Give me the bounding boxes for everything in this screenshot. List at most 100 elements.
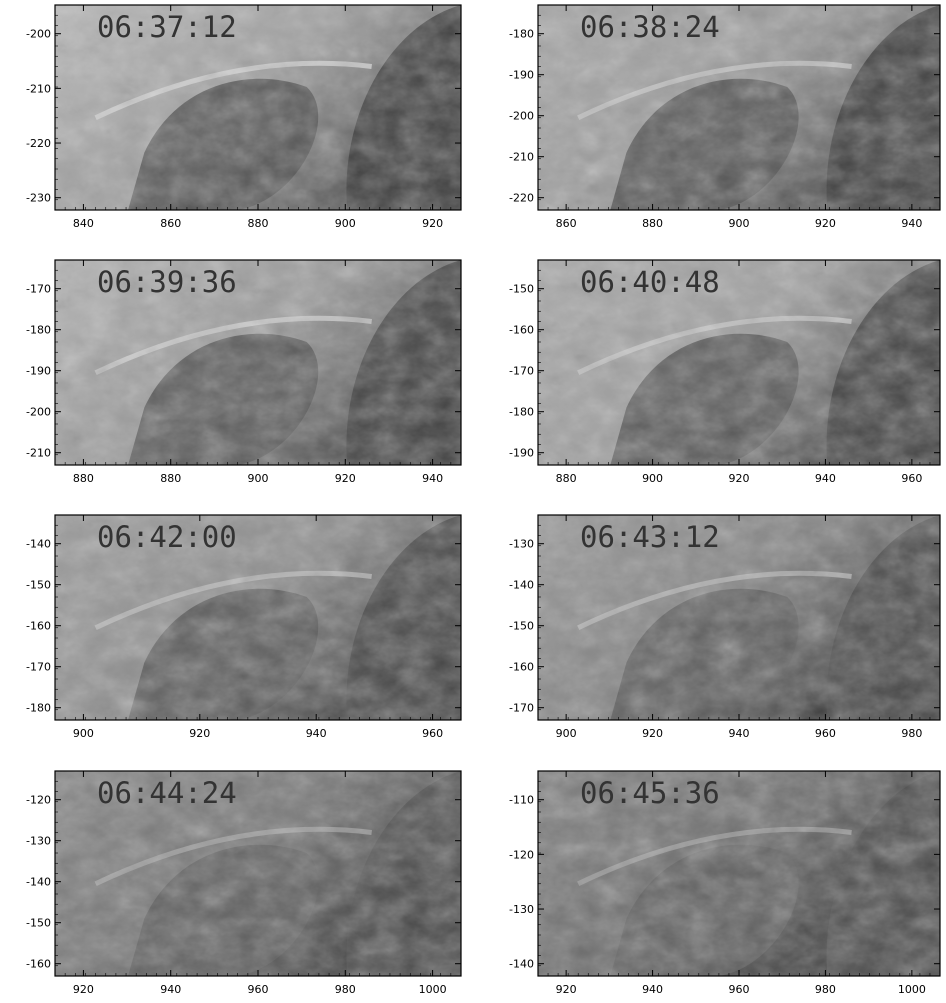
x-tick-label: 960 [901,472,922,485]
y-tick-label: -220 [509,192,534,205]
y-tick-label: -130 [509,538,534,551]
y-tick-label: -120 [509,848,534,861]
x-tick-label: 940 [306,727,327,740]
solar-image [538,260,940,465]
y-tick-label: -230 [26,192,51,205]
x-tick-label: 900 [335,217,356,230]
y-tick-label: -130 [509,903,534,916]
timestamp-label: 06:43:12 [580,520,720,554]
image-panel: 06:45:36 920 940 960 980 1000 -110 -120 -130 -140 [509,770,941,996]
solar-image [55,771,461,976]
image-panel: 06:43:12 900 920 940 960 980 -130 -140 -150 -160 -… [509,514,941,740]
x-tick-label: 1000 [898,983,926,996]
y-tick-label: -150 [26,579,51,592]
x-tick-label: 980 [901,727,922,740]
x-tick-label: 840 [73,217,94,230]
y-tick-label: -160 [26,620,51,633]
solar-image [55,5,461,210]
solar-image [55,260,461,465]
solar-image [538,771,940,976]
x-tick-label: 960 [422,727,443,740]
y-tick-label: -180 [26,324,51,337]
x-tick-label: 900 [248,472,269,485]
x-tick-label: 940 [729,727,750,740]
y-tick-label: -200 [26,406,51,419]
y-tick-label: -160 [26,958,51,971]
timestamp-label: 06:45:36 [580,776,720,810]
solar-image [538,515,940,720]
y-tick-label: -210 [509,151,534,164]
timestamp-label: 06:38:24 [580,10,720,44]
y-tick-label: -190 [509,69,534,82]
x-tick-label: 960 [729,983,750,996]
solar-image [55,515,461,720]
x-tick-label: 940 [901,217,922,230]
x-tick-label: 860 [160,217,181,230]
y-tick-label: -150 [26,917,51,930]
timestamp-label: 06:42:00 [97,520,237,554]
y-tick-label: -170 [26,283,51,296]
x-tick-label: 880 [73,472,94,485]
y-tick-label: -180 [26,702,51,715]
x-tick-label: 920 [73,983,94,996]
x-tick-label: 980 [335,983,356,996]
timestamp-label: 06:39:36 [97,265,237,299]
y-tick-label: -190 [26,365,51,378]
y-tick-label: -170 [509,702,534,715]
x-tick-label: 940 [160,983,181,996]
x-tick-label: 1000 [419,983,447,996]
y-tick-label: -130 [26,835,51,848]
solar-image [538,5,940,210]
image-panel: 06:37:12 840 860 880 900 920 -200 -210 -220 -230 [26,4,462,230]
y-tick-label: -210 [26,82,51,95]
x-tick-label: 940 [422,472,443,485]
image-panel: 06:38:24 860 880 900 920 940 -180 -190 -200 -210 -… [509,4,941,230]
y-tick-label: -150 [509,620,534,633]
y-tick-label: -160 [509,324,534,337]
timestamp-label: 06:44:24 [97,776,237,810]
x-tick-label: 880 [556,472,577,485]
y-tick-label: -210 [26,447,51,460]
x-tick-label: 920 [815,217,836,230]
x-tick-label: 920 [422,217,443,230]
y-tick-label: -140 [509,579,534,592]
y-tick-label: -170 [26,661,51,674]
y-tick-label: -190 [509,447,534,460]
image-panel: 06:44:24 920 940 960 980 1000 -120 -130 -140 -150… [26,770,462,996]
x-tick-label: 960 [248,983,269,996]
x-tick-label: 880 [642,217,663,230]
x-tick-label: 940 [642,983,663,996]
y-tick-label: -180 [509,406,534,419]
x-tick-label: 900 [729,217,750,230]
x-tick-label: 860 [556,217,577,230]
x-tick-label: 940 [815,472,836,485]
x-tick-label: 880 [160,472,181,485]
y-tick-label: -110 [509,794,534,807]
x-tick-label: 900 [73,727,94,740]
timestamp-label: 06:37:12 [97,10,237,44]
y-tick-label: -140 [26,538,51,551]
timestamp-label: 06:40:48 [580,265,720,299]
y-tick-label: -160 [509,661,534,674]
x-tick-label: 900 [642,472,663,485]
x-tick-label: 900 [556,727,577,740]
x-tick-label: 920 [729,472,750,485]
image-panel: 06:40:48 880 900 920 940 960 -150 -160 -170 -180 -… [509,259,941,485]
x-tick-label: 920 [335,472,356,485]
y-tick-label: -180 [509,28,534,41]
x-tick-label: 920 [556,983,577,996]
y-tick-label: -200 [26,28,51,41]
y-tick-label: -140 [26,876,51,889]
x-tick-label: 920 [642,727,663,740]
x-tick-label: 960 [815,727,836,740]
x-tick-label: 980 [815,983,836,996]
y-tick-label: -220 [26,137,51,150]
x-tick-label: 880 [248,217,269,230]
image-panel: 06:39:36 880 880 900 920 940 -170 -180 -190 -200 -… [26,259,462,485]
y-tick-label: -140 [509,958,534,971]
y-tick-label: -200 [509,110,534,123]
image-panel: 06:42:00 900 920 940 960 -140 -150 -160 -170 -180 [26,514,462,740]
y-tick-label: -150 [509,283,534,296]
x-tick-label: 920 [189,727,210,740]
